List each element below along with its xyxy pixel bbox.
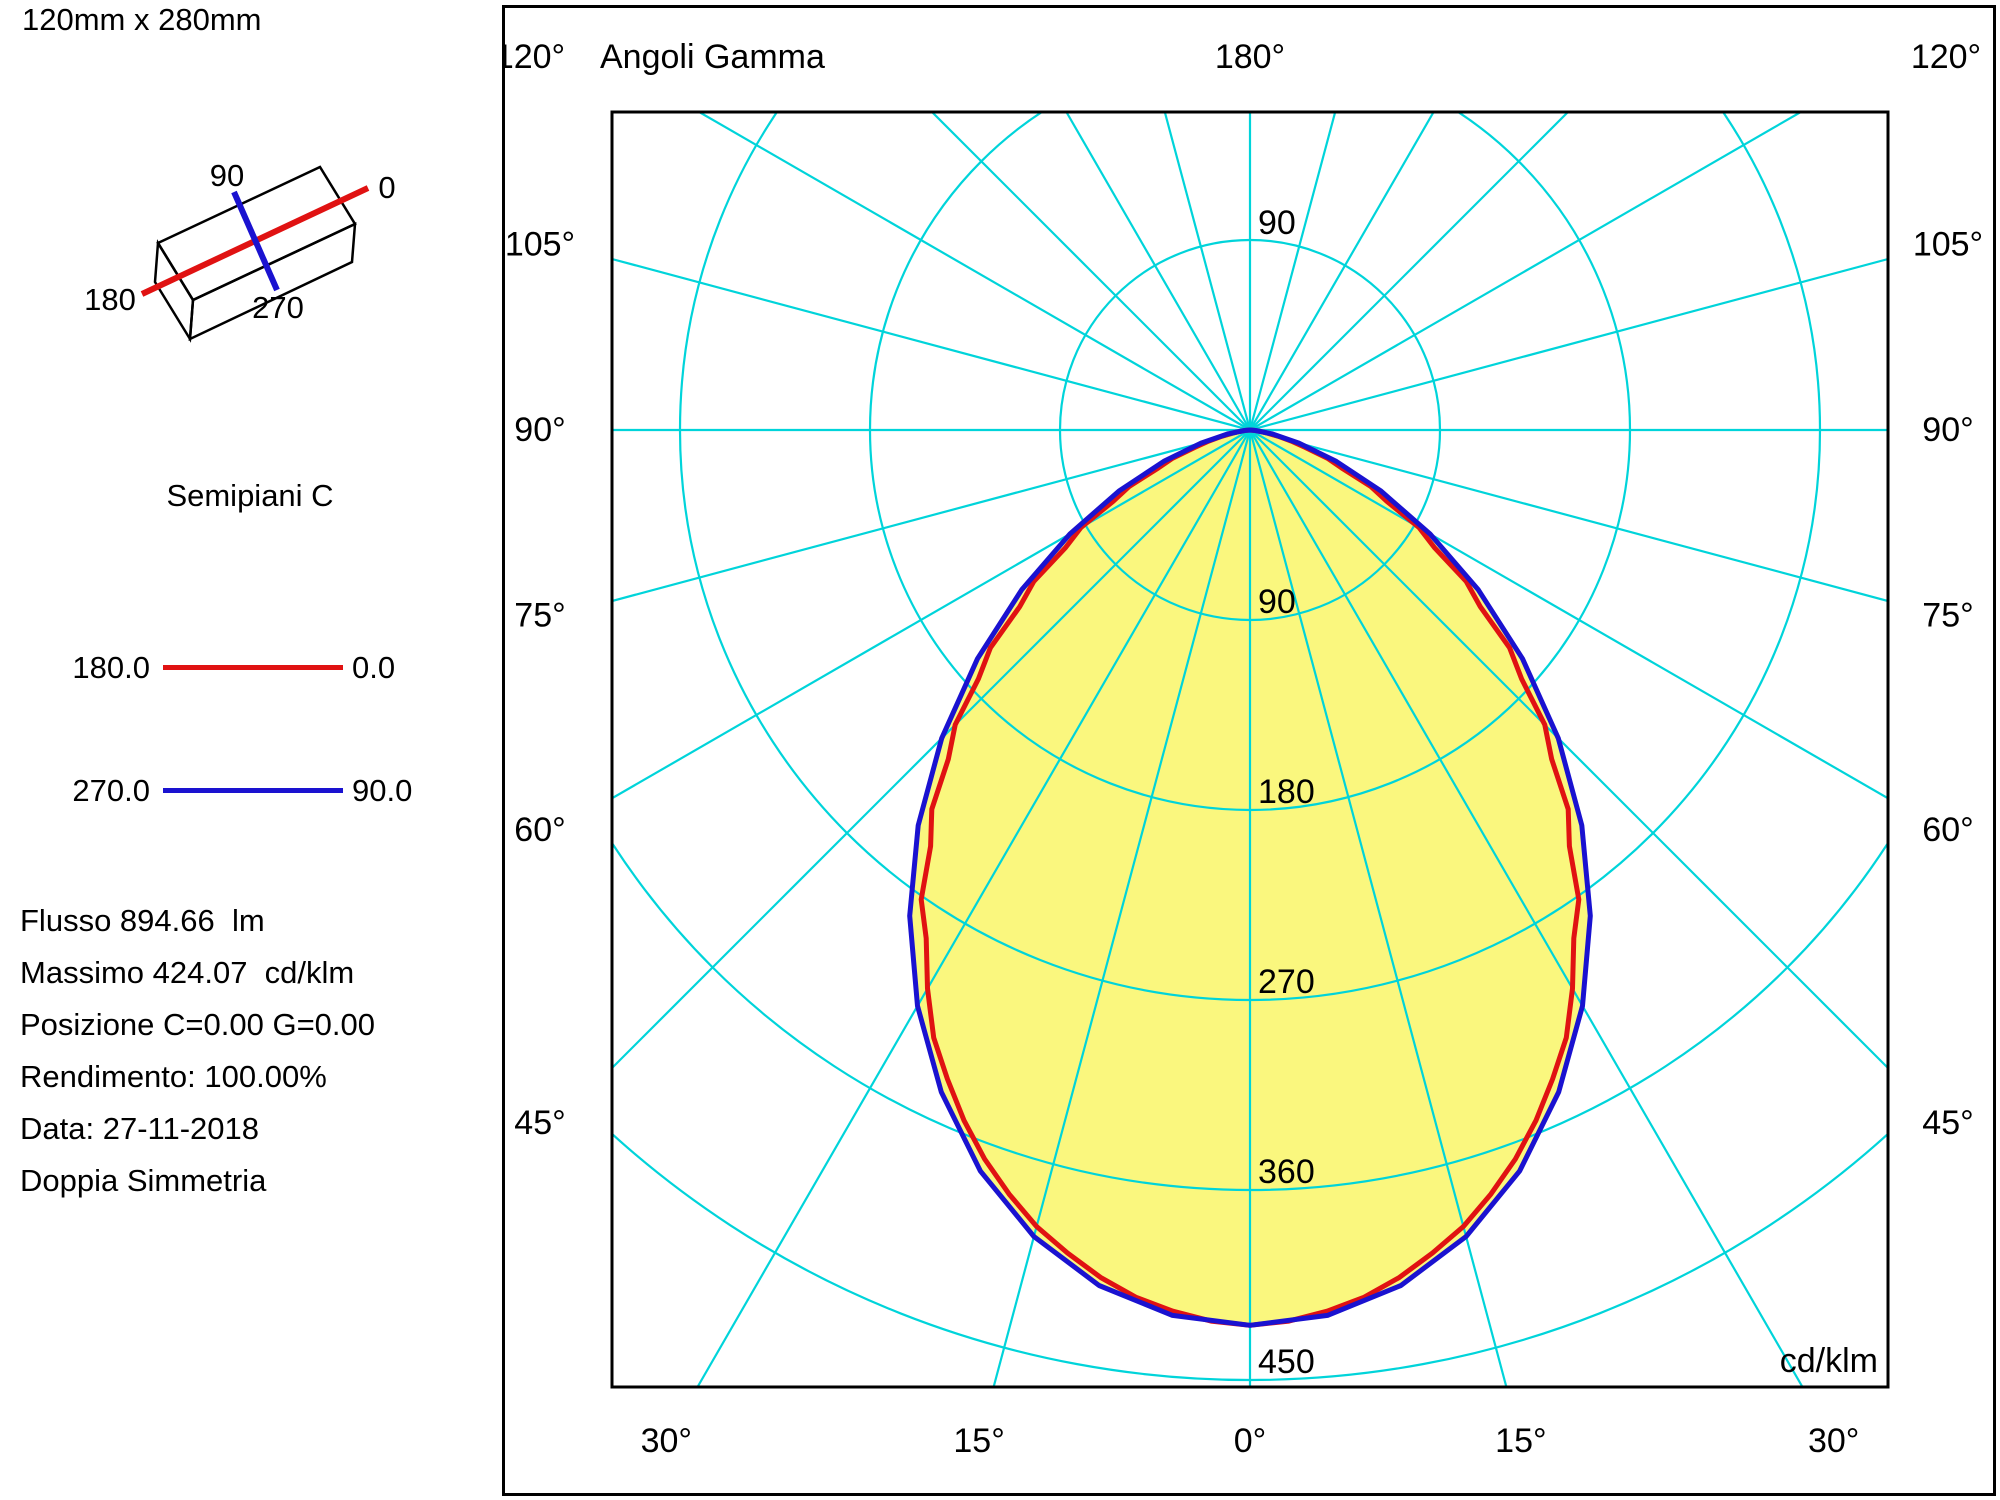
chart-panel-frame: Angoli Gamma 180° 120° 120° 45° 45° 60° 60° 75° 7…	[502, 5, 1996, 1496]
gamma-label-left-105: 105°	[505, 225, 575, 263]
gamma-label-right-75: 75°	[1922, 597, 1973, 635]
axis-label-0: 0	[378, 170, 395, 205]
intensity-label-180: 180	[1258, 773, 1315, 811]
box-top-face	[156, 165, 357, 302]
gamma-label-right-60: 60°	[1922, 811, 1973, 849]
gamma-label-bottom-2: 0°	[1234, 1422, 1267, 1460]
gamma-label-bottom-3: 15°	[1495, 1422, 1546, 1460]
chart-title: Angoli Gamma	[600, 38, 825, 76]
gamma-label-left-75: 75°	[514, 597, 565, 635]
gamma-grid-ray-285	[612, 428, 1251, 603]
gamma-label-left-90: 90°	[514, 411, 565, 449]
semipiani-title: Semipiani C	[166, 478, 334, 513]
legend-row-c0-c180: 180.0 0.0	[0, 650, 460, 690]
intensity-label-270: 270	[1258, 963, 1315, 1001]
intensity-curve-c90-c270	[907, 427, 1593, 1328]
intensity-label-450: 450	[1258, 1343, 1315, 1381]
legend-label-0: 0.0	[352, 650, 396, 685]
gamma-grid-ray-45	[1249, 429, 1888, 1069]
gamma-grid-ray-150	[1249, 112, 1435, 431]
luminaire-3d-diagram: 90 0 180 270	[84, 158, 396, 343]
gamma-grid-ray-135	[1249, 112, 1569, 431]
gamma-grid-ray-105	[1249, 257, 1888, 432]
axis-label-180: 180	[84, 282, 136, 317]
gamma-label-top-180: 180°	[1215, 38, 1285, 76]
legend-line-red-icon	[163, 665, 343, 670]
gamma-label-topleft-120: 120°	[505, 38, 565, 76]
gamma-grid-ray-330	[696, 429, 1251, 1387]
gamma-label-left-60: 60°	[514, 811, 565, 849]
info-line-4: Data: 27-11-2018	[20, 1111, 259, 1146]
axis-label-90: 90	[210, 158, 244, 193]
intensity-label-360: 360	[1258, 1153, 1315, 1191]
gamma-label-left-45: 45°	[514, 1104, 565, 1142]
gamma-label-right-105: 105°	[1913, 225, 1983, 263]
luminaire-box	[153, 165, 357, 343]
intensity-label-90: 90	[1258, 583, 1296, 621]
info-line-2: Posizione C=0.00 G=0.00	[20, 1007, 376, 1042]
gamma-grid-ray-210	[1065, 112, 1251, 431]
legend-label-270: 270.0	[72, 773, 150, 808]
gamma-grid-ray-30	[1249, 429, 1804, 1387]
intensity-label-upper-90: 90	[1258, 204, 1296, 242]
legend-row-c90-c270: 270.0 90.0	[0, 773, 460, 813]
gamma-label-bottom-1: 15°	[953, 1422, 1004, 1460]
box-left-face	[153, 239, 195, 343]
luminaire-size-label: 120mm x 280mm	[22, 2, 262, 37]
legend-label-90: 90.0	[352, 773, 413, 808]
photometric-info-block: Flusso 894.66 lm Massimo 424.07 cd/klm Pos…	[20, 903, 480, 1215]
info-line-0: Flusso 894.66 lm	[20, 903, 265, 938]
info-line-3: Rendimento: 100.00%	[20, 1059, 327, 1094]
gamma-grid-ray-315	[612, 429, 1251, 1069]
unit-label: cd/klm	[1780, 1342, 1878, 1380]
info-line-1: Massimo 424.07 cd/klm	[20, 955, 355, 990]
legend-label-180: 180.0	[72, 650, 150, 685]
axis-label-270: 270	[252, 290, 304, 325]
gamma-grid-ray-120	[1249, 112, 1802, 431]
gamma-label-bottom-0: 30°	[641, 1422, 692, 1460]
gamma-grid-ray-255	[612, 257, 1251, 432]
plot-clipped-group	[612, 112, 1888, 1387]
gamma-grid-ray-240	[698, 112, 1251, 431]
gamma-grid-ray-195	[1163, 112, 1252, 431]
legend-line-blue-icon	[163, 788, 343, 793]
gamma-grid-ray-225	[931, 112, 1251, 431]
gamma-label-right-90: 90°	[1922, 411, 1973, 449]
photometric-polar-chart: Angoli Gamma 180° 120° 120° 45° 45° 60° 60° 75° 7…	[505, 38, 1983, 1460]
gamma-grid-ray-300	[612, 429, 1251, 800]
info-line-5: Doppia Simmetria	[20, 1163, 267, 1198]
gamma-grid-ray-60	[1249, 429, 1888, 800]
plot-border	[610, 110, 1890, 1389]
gamma-grid-ray-75	[1249, 428, 1888, 603]
gamma-grid-ray-165	[1248, 112, 1337, 431]
gamma-label-topright-120: 120°	[1911, 38, 1981, 76]
c90-c270-axis-line	[231, 190, 280, 292]
gamma-label-bottom-4: 30°	[1808, 1422, 1859, 1460]
gamma-label-right-45: 45°	[1922, 1104, 1973, 1142]
